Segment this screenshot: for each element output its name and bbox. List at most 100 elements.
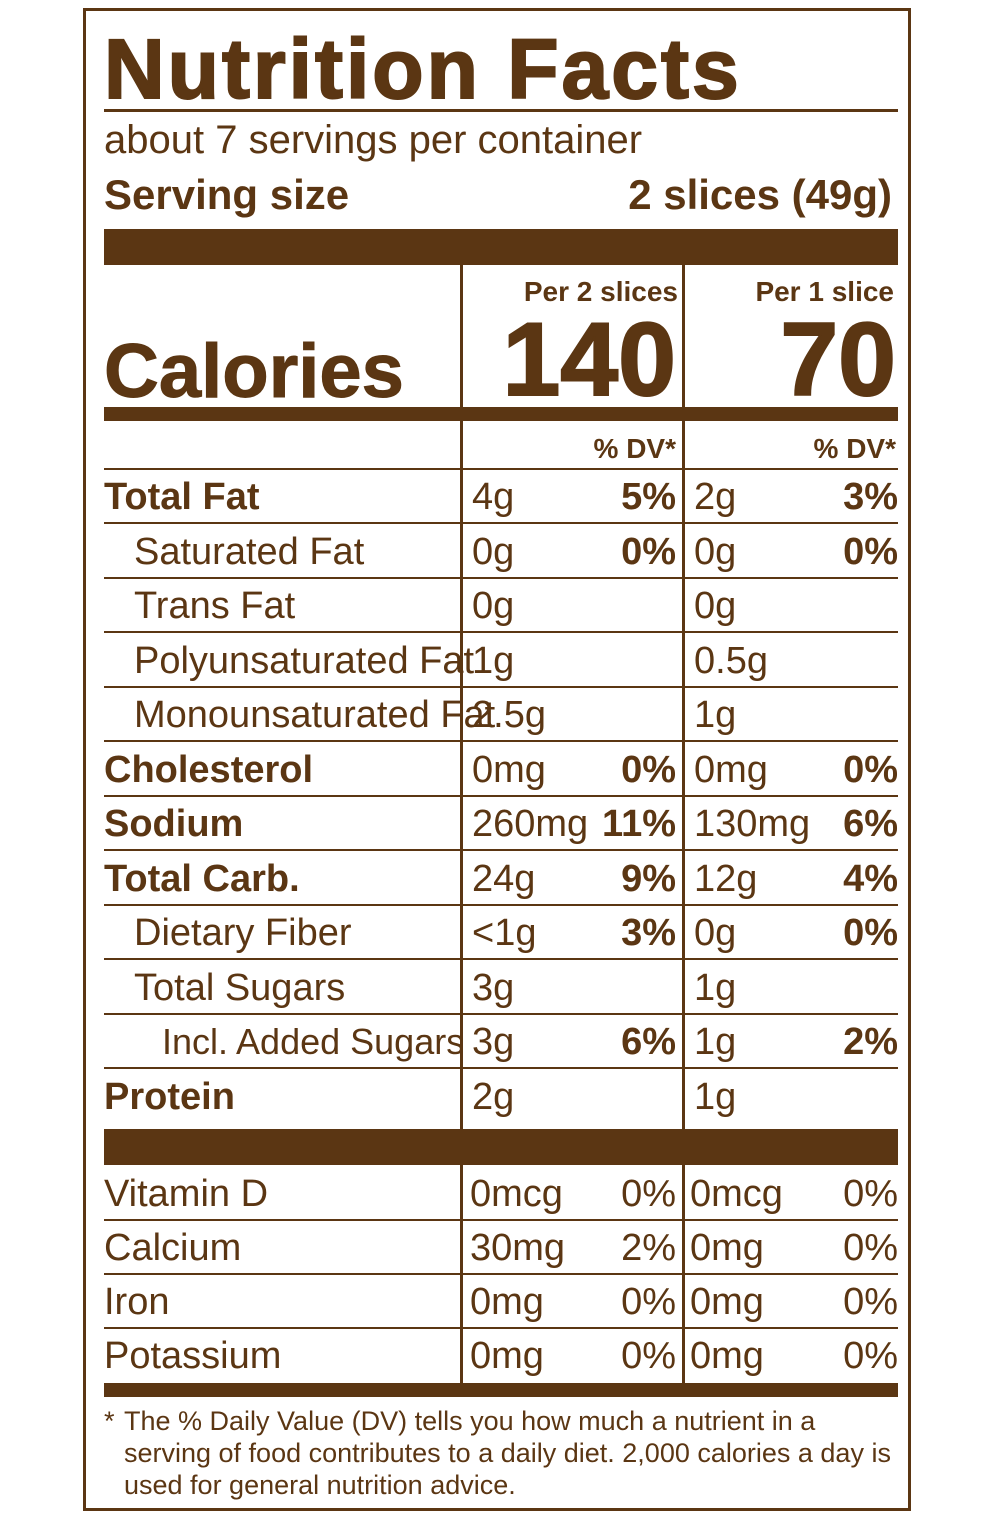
row-divider	[104, 849, 898, 851]
column-header-per-2-slices: Per 2 slices	[523, 276, 678, 307]
dv-per-2-slices: 6%	[621, 1021, 676, 1063]
vitamin-row: Calcium 30mg 2% 0mg 0%	[104, 1221, 898, 1275]
amount-per-2-slices: 4g	[472, 476, 515, 518]
thick-bar-top	[104, 229, 898, 265]
dv-per-2-slices: 0%	[621, 748, 676, 791]
dv-per-2-slices: 0%	[621, 530, 676, 573]
serving-size-value: 2 slices (49g)	[628, 171, 892, 218]
nutrient-name: Polyunsaturated Fat	[134, 639, 475, 682]
amount-per-2-slices: 2g	[472, 1075, 515, 1118]
row-divider	[104, 685, 898, 688]
nutrient-row: Sodium 260mg 11% 130mg 6%	[104, 797, 898, 851]
footnote: * The % Daily Value (DV) tells you how m…	[104, 1405, 894, 1501]
row-divider	[104, 958, 898, 960]
amount-per-1-slice: 0g	[694, 530, 737, 573]
dv-per-2-slices: 9%	[621, 857, 676, 900]
footnote-asterisk: *	[104, 1406, 115, 1436]
nutrient-name: Total Carb.	[104, 857, 300, 900]
nutrient-name: Trans Fat	[134, 585, 296, 627]
amount-per-2-slices: 0mg	[472, 748, 546, 791]
nutrient-row: Trans Fat 0g 0g	[104, 579, 898, 633]
thick-bar-calories	[104, 407, 898, 421]
amount-per-2-slices: <1g	[472, 912, 537, 954]
amount-per-1-slice: 0mcg	[690, 1173, 783, 1215]
nutrient-row: Total Fat 4g 5% 2g 3%	[104, 470, 898, 524]
amount-per-2-slices: 0g	[472, 585, 515, 627]
calories-label: Calories	[104, 329, 405, 415]
calories-per-1-slice: 70	[779, 302, 897, 418]
dv-per-1-slice: 0%	[843, 748, 898, 791]
row-divider	[104, 794, 898, 797]
dv-header-divider	[104, 468, 898, 470]
amount-per-2-slices: 24g	[472, 857, 536, 900]
title-divider	[104, 109, 898, 112]
nutrient-name: Total Fat	[104, 476, 260, 518]
label-title: Nutrition Facts	[103, 21, 742, 117]
dv-per-2-slices: 3%	[621, 912, 676, 954]
row-divider	[104, 1012, 898, 1015]
footnote-text: The % Daily Value (DV) tells you how muc…	[124, 1406, 891, 1500]
dv-per-1-slice: 4%	[843, 857, 898, 900]
nutrient-name: Dietary Fiber	[134, 912, 352, 954]
dv-per-1-slice: 0%	[843, 530, 898, 573]
amount-per-1-slice: 12g	[694, 857, 758, 900]
column-divider-2	[682, 265, 685, 1129]
row-divider	[104, 631, 898, 633]
calories-per-2-slices: 140	[501, 302, 677, 418]
dv-per-1-slice: 0%	[843, 1227, 898, 1269]
nutrient-name: Monounsaturated Fat	[134, 694, 496, 736]
nutrient-row: Cholesterol 0mg 0% 0mg 0%	[104, 743, 898, 797]
thick-bar-footnote	[104, 1383, 898, 1397]
dv-per-2-slices: 11%	[602, 803, 676, 845]
row-divider	[104, 740, 898, 742]
amount-per-1-slice: 0g	[694, 585, 737, 627]
nutrient-row: Total Carb. 24g 9% 12g 4%	[104, 852, 898, 906]
nutrient-row: Protein 2g 1g	[104, 1070, 898, 1124]
dv-per-2-slices: 0%	[621, 1173, 676, 1215]
amount-per-2-slices: 30mg	[470, 1227, 566, 1269]
amount-per-1-slice: 0.5g	[694, 639, 768, 682]
dv-per-1-slice: 0%	[843, 912, 898, 954]
amount-per-2-slices: 260mg	[472, 803, 589, 845]
amount-per-2-slices: 3g	[472, 966, 515, 1009]
vitamin-name: Vitamin D	[104, 1173, 269, 1215]
dv-per-1-slice: 2%	[843, 1021, 898, 1063]
amount-per-1-slice: 0mg	[690, 1335, 764, 1377]
amount-per-1-slice: 0g	[694, 912, 737, 954]
amount-per-1-slice: 0mg	[694, 748, 768, 791]
nutrient-name: Total Sugars	[134, 966, 346, 1009]
row-divider	[104, 1067, 898, 1069]
servings-per-container: about 7 servings per container	[104, 118, 643, 162]
amount-per-2-slices: 2.5g	[472, 694, 546, 736]
serving-size-row: Serving size 2 slices (49g)	[104, 169, 898, 221]
amount-per-1-slice: 1g	[694, 694, 737, 736]
amount-per-2-slices: 0mg	[470, 1335, 544, 1377]
nutrient-row: Polyunsaturated Fat 1g 0.5g	[104, 634, 898, 688]
nutrient-name: Incl. Added Sugars	[162, 1021, 465, 1062]
amount-per-1-slice: 0mg	[690, 1281, 764, 1323]
vitamin-row: Vitamin D 0mcg 0% 0mcg 0%	[104, 1167, 898, 1221]
dv-per-2-slices: 5%	[621, 476, 676, 518]
nutrient-row: Saturated Fat 0g 0% 0g 0%	[104, 525, 898, 579]
dv-per-2-slices: 0%	[621, 1335, 676, 1377]
row-divider	[104, 1219, 898, 1221]
serving-size-label: Serving size	[104, 171, 350, 218]
amount-per-1-slice: 2g	[694, 476, 737, 518]
nutrient-row: Monounsaturated Fat 2.5g 1g	[104, 688, 898, 742]
dv-per-2-slices: 0%	[621, 1281, 676, 1323]
amount-per-2-slices: 0mg	[470, 1281, 544, 1323]
amount-per-2-slices: 1g	[472, 639, 515, 682]
row-divider	[104, 903, 898, 906]
nutrient-name: Saturated Fat	[134, 530, 365, 573]
dv-per-1-slice: 3%	[843, 476, 898, 518]
vitamin-row: Potassium 0mg 0% 0mg 0%	[104, 1329, 898, 1383]
nutrient-name: Cholesterol	[104, 748, 314, 791]
vitamin-name: Calcium	[104, 1227, 242, 1269]
amount-per-2-slices: 0mcg	[470, 1173, 563, 1215]
dv-per-1-slice: 0%	[843, 1173, 898, 1215]
amount-per-2-slices: 0g	[472, 530, 515, 573]
dv-header-col1: % DV*	[593, 433, 676, 464]
vitamin-name: Iron	[104, 1281, 170, 1323]
amount-per-1-slice: 0mg	[690, 1227, 764, 1269]
amount-per-1-slice: 1g	[694, 966, 737, 1009]
